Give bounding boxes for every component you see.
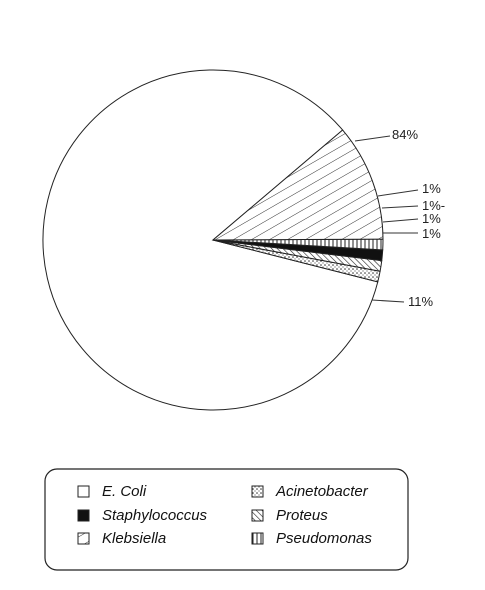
slice-label-pseudomonas: 1% (422, 226, 441, 241)
leader-staphylococcus (382, 218, 419, 223)
slice-labels: 84%1%1%-1%1%11% (392, 127, 445, 309)
legend-entry-proteus: Proteus (251, 507, 328, 524)
legend-entry-pseudomonas: Pseudomonas (251, 530, 372, 547)
legend-label-proteus: Proteus (276, 507, 328, 524)
legend-entry-klebsiella: Klebsiella (77, 530, 166, 547)
leader-e-coli (354, 135, 391, 142)
leader-acinetobacter (377, 189, 419, 197)
legend-entry-acinetobacter: Acinetobacter (251, 483, 369, 500)
legend-swatch-e-coli (77, 485, 90, 498)
leader-lines (354, 135, 419, 303)
legend-entry-e-coli: E. Coli (77, 483, 147, 500)
legend-label-staphylococcus: Staphylococcus (102, 507, 208, 524)
slice-label-proteus: 1%- (422, 198, 445, 213)
legend-label-acinetobacter: Acinetobacter (275, 483, 369, 500)
pie-slices (42, 69, 384, 411)
legend-label-e-coli: E. Coli (102, 483, 147, 500)
slice-label-acinetobacter: 1% (422, 181, 441, 196)
legend-box (44, 468, 409, 571)
legend-swatch-staphylococcus (77, 509, 90, 522)
legend: E. Coli Staphylococcus Klebsiella Acinetoba… (44, 468, 409, 571)
slice-e-coli (42, 69, 379, 411)
legend-entry-staphylococcus: Staphylococcus (77, 507, 208, 524)
legend-swatch-pseudomonas (251, 532, 264, 545)
legend-swatch-acinetobacter (251, 485, 264, 498)
slice-label-e-coli: 84% (392, 127, 418, 142)
legend-label-pseudomonas: Pseudomonas (276, 530, 372, 547)
leader-proteus (381, 205, 419, 209)
legend-swatch-proteus (251, 509, 264, 522)
slice-klebsiella (211, 129, 384, 241)
leader-klebsiella (371, 299, 405, 303)
slice-label-staphylococcus: 1% (422, 211, 441, 226)
slice-label-klebsiella: 11% (408, 294, 433, 309)
legend-label-klebsiella: Klebsiella (102, 530, 166, 547)
legend-swatch-klebsiella (77, 532, 90, 545)
legend-items: E. Coli Staphylococcus Klebsiella Acinetoba… (77, 483, 372, 547)
